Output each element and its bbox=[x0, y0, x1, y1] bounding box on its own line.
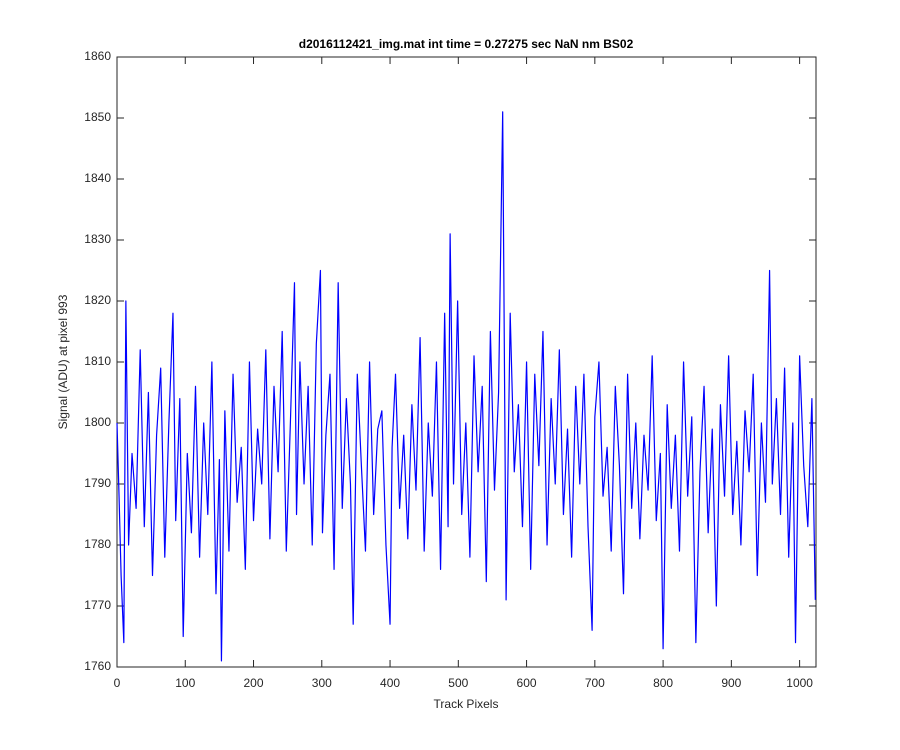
x-tick-label: 100 bbox=[175, 676, 195, 690]
chart-title: d2016112421_img.mat int time = 0.27275 s… bbox=[299, 37, 634, 51]
y-tick-label: 1830 bbox=[84, 232, 111, 246]
x-tick-label: 900 bbox=[721, 676, 741, 690]
x-tick-label: 200 bbox=[244, 676, 264, 690]
x-tick-label: 400 bbox=[380, 676, 400, 690]
x-tick-label: 500 bbox=[448, 676, 468, 690]
y-tick-label: 1810 bbox=[84, 354, 111, 368]
y-tick-label: 1820 bbox=[84, 293, 111, 307]
y-tick-label: 1860 bbox=[84, 49, 111, 63]
x-tick-label: 700 bbox=[585, 676, 605, 690]
x-tick-label: 0 bbox=[114, 676, 121, 690]
data-line bbox=[116, 111, 816, 662]
y-axis-label: Signal (ADU) at pixel 993 bbox=[56, 294, 70, 429]
y-tick-label: 1790 bbox=[84, 476, 111, 490]
x-axis-label: Track Pixels bbox=[434, 697, 499, 711]
y-tick-label: 1770 bbox=[84, 598, 111, 612]
x-tick-label: 800 bbox=[653, 676, 673, 690]
y-tick-label: 1840 bbox=[84, 171, 111, 185]
x-tick-label: 300 bbox=[312, 676, 332, 690]
x-tick-label: 1000 bbox=[786, 676, 813, 690]
y-tick-label: 1800 bbox=[84, 415, 111, 429]
y-tick-label: 1850 bbox=[84, 110, 111, 124]
y-tick-label: 1780 bbox=[84, 537, 111, 551]
x-tick-label: 600 bbox=[517, 676, 537, 690]
y-tick-label: 1760 bbox=[84, 659, 111, 673]
